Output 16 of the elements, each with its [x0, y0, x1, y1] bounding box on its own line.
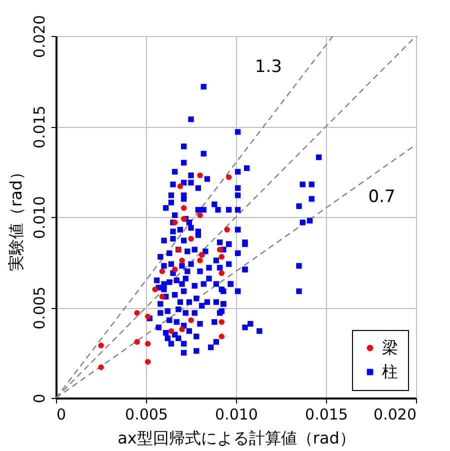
legend-label: 梁 [382, 338, 398, 357]
x-tick-label: 0.015 [305, 406, 348, 424]
x-tick-label: 0 [56, 406, 66, 424]
y-tick-label: 0.005 [30, 286, 48, 330]
y-tick-label: 0.010 [30, 196, 48, 239]
annotation: 0.7 [368, 187, 396, 208]
x-axis-title: ax型回帰式による計算値（rad） [118, 428, 356, 448]
y-tick-label: 0.020 [30, 15, 48, 58]
x-tick-label: 0.020 [374, 406, 416, 424]
y-tick-label: 0 [30, 394, 48, 404]
legend-label: 柱 [382, 362, 398, 381]
y-axis-title: 実験値（rad） [6, 164, 26, 271]
y-tick-label: 0.015 [30, 106, 48, 148]
annotation: 1.3 [254, 56, 282, 77]
x-tick-label: 0.010 [215, 406, 258, 424]
x-tick-label: 0.005 [125, 406, 168, 424]
